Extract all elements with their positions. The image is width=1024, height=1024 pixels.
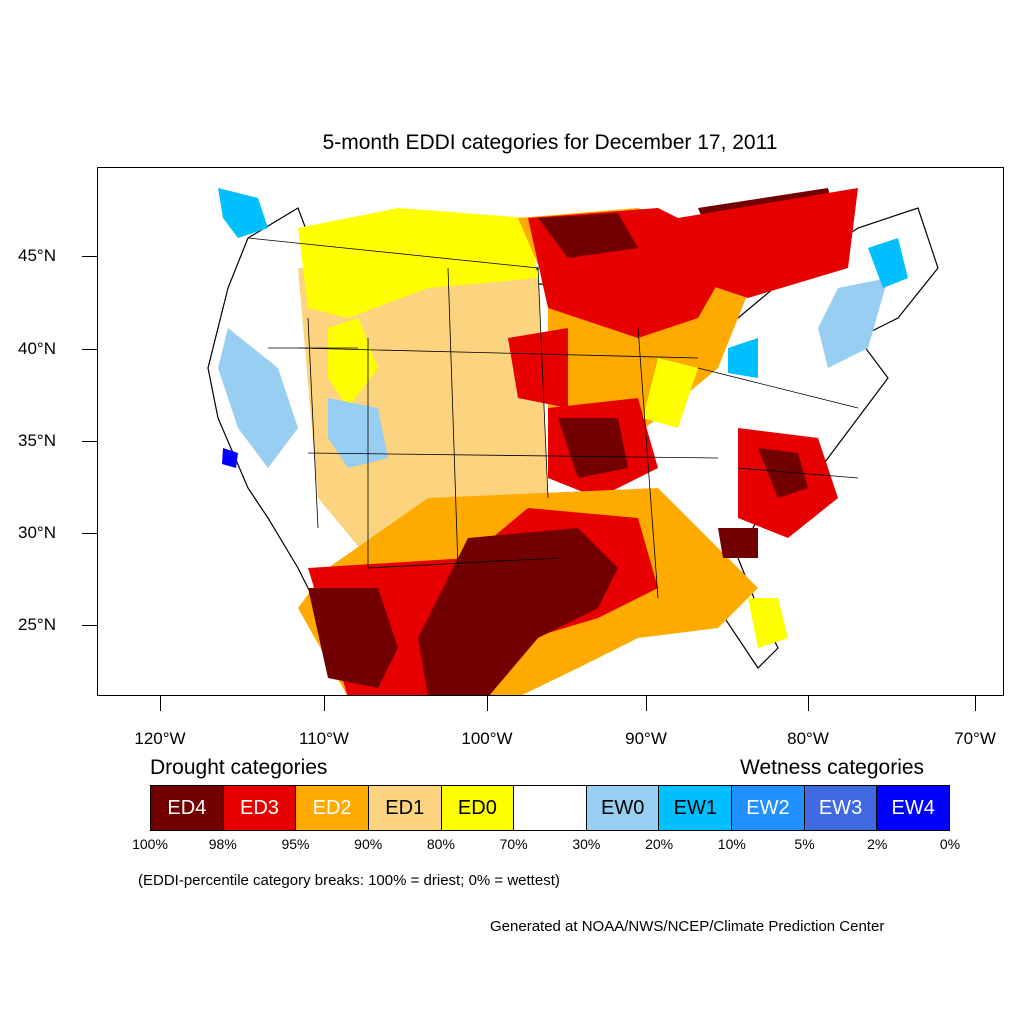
lon-tick xyxy=(808,696,809,711)
legend-swatch-ew1: EW1 xyxy=(659,786,733,830)
region-ew1 xyxy=(218,188,268,238)
lon-label-120: 120°W xyxy=(134,729,186,748)
lon-label-80: 80°W xyxy=(787,729,829,748)
eddi-regions xyxy=(218,188,908,695)
legend-colorbar: ED4 ED3 ED2 ED1 ED0 EW0 EW1 EW2 EW3 EW4 xyxy=(150,785,950,831)
legend-break-label: 95% xyxy=(281,836,310,852)
credit-line: Generated at NOAA/NWS/NCEP/Climate Predi… xyxy=(490,918,885,935)
legend-break-label: 90% xyxy=(354,836,383,852)
region-ew0 xyxy=(818,278,888,368)
lon-label-70: 70°W xyxy=(954,729,996,748)
legend-break-label: 20% xyxy=(645,836,674,852)
lon-tick xyxy=(160,696,161,711)
legend-break-label: 10% xyxy=(717,836,746,852)
lon-tick xyxy=(975,696,976,711)
lat-label-30: 30°N xyxy=(18,523,56,542)
lat-tick xyxy=(82,441,97,442)
wetness-heading: Wetness categories xyxy=(740,756,925,779)
eddi-map xyxy=(97,167,1004,696)
lat-tick xyxy=(82,256,97,257)
legend-swatch-ed2: ED2 xyxy=(296,786,369,830)
region-ed3 xyxy=(678,188,858,298)
region-ed0 xyxy=(748,598,788,648)
map-title: 5-month EDDI categories for December 17,… xyxy=(322,131,778,154)
legend-swatch-neutral xyxy=(514,786,587,830)
lon-tick xyxy=(646,696,647,711)
lon-label-100: 100°W xyxy=(461,729,513,748)
lat-tick xyxy=(82,349,97,350)
lon-label-90: 90°W xyxy=(625,729,667,748)
legend-swatch-ed4: ED4 xyxy=(151,786,224,830)
region-ed0 xyxy=(298,208,538,318)
lat-label-40: 40°N xyxy=(18,339,56,358)
lat-label-35: 35°N xyxy=(18,431,56,450)
legend-swatch-ew2: EW2 xyxy=(732,786,805,830)
legend-break-label: 70% xyxy=(499,836,528,852)
lon-label-110: 110°W xyxy=(299,729,349,748)
legend-swatch-ew3: EW3 xyxy=(804,786,878,830)
region-ew1 xyxy=(868,238,908,288)
region-ed4 xyxy=(418,528,618,695)
legend-break-label: 98% xyxy=(208,836,237,852)
legend-break-label: 0% xyxy=(939,836,961,852)
region-ed4 xyxy=(558,418,628,478)
region-ew0 xyxy=(328,398,388,468)
lon-tick xyxy=(487,696,488,711)
region-ed4 xyxy=(538,213,638,258)
category-note: (EDDI-percentile category breaks: 100% =… xyxy=(138,872,560,889)
lat-label-25: 25°N xyxy=(18,615,56,634)
legend-swatch-ed3: ED3 xyxy=(223,786,297,830)
lon-tick xyxy=(324,696,325,711)
legend-swatch-ed1: ED1 xyxy=(368,786,442,830)
region-ed0 xyxy=(643,358,698,428)
region-ed3 xyxy=(508,328,568,408)
region-ed0 xyxy=(328,318,378,408)
legend-break-label: 30% xyxy=(572,836,601,852)
legend-break-label: 2% xyxy=(867,836,888,852)
lat-tick xyxy=(82,625,97,626)
state-borders xyxy=(247,237,859,599)
legend-break-label: 80% xyxy=(426,836,455,852)
legend-swatch-ed0: ED0 xyxy=(441,786,515,830)
legend-break-label: 100% xyxy=(132,836,168,852)
lat-label-45: 45°N xyxy=(18,246,56,265)
legend-break-label: 5% xyxy=(794,836,815,852)
lat-tick xyxy=(82,533,97,534)
map-canvas xyxy=(207,188,939,695)
legend-swatch-ew0: EW0 xyxy=(586,786,660,830)
legend-swatch-ew4: EW4 xyxy=(877,786,950,830)
region-ew0 xyxy=(218,328,298,468)
region-ed4 xyxy=(308,588,398,688)
drought-heading: Drought categories xyxy=(150,756,328,779)
region-ew4 xyxy=(222,448,238,468)
region-ed4 xyxy=(758,448,808,498)
region-ed4 xyxy=(718,528,758,558)
region-ew1 xyxy=(728,338,758,378)
